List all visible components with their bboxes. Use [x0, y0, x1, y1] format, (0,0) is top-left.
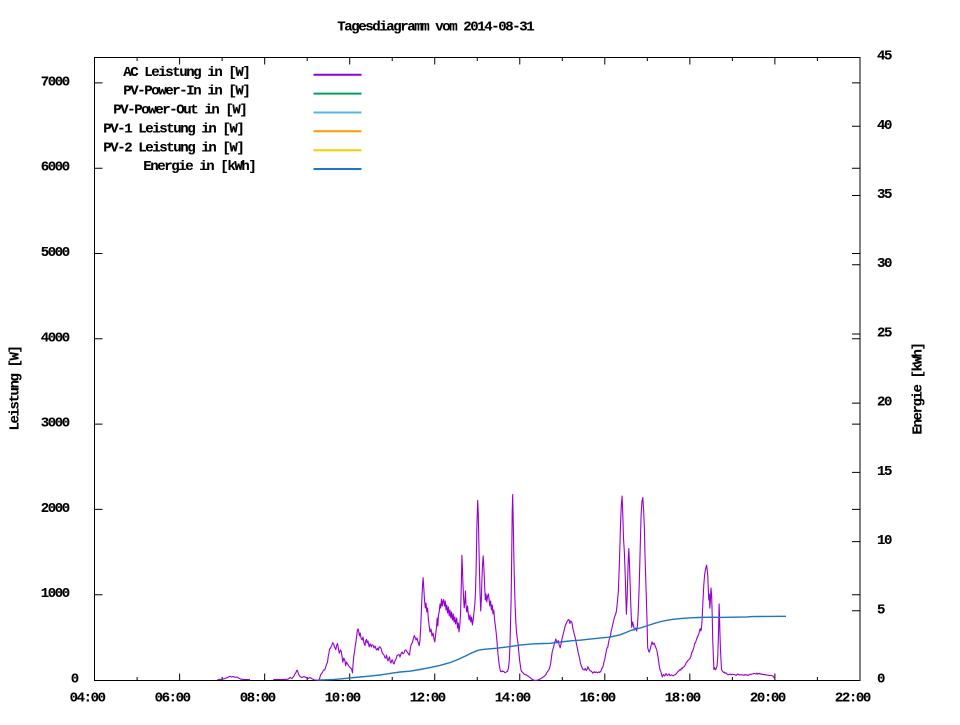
svg-text:18:00: 18:00: [665, 691, 701, 707]
svg-text:10: 10: [877, 533, 892, 549]
svg-text:5: 5: [877, 602, 885, 618]
svg-text:20:00: 20:00: [750, 691, 786, 707]
svg-text:Tagesdiagramm vom 2014-08-31: Tagesdiagramm vom 2014-08-31: [337, 20, 534, 36]
svg-text:25: 25: [877, 325, 892, 341]
svg-text:PV-Power-In in [W]: PV-Power-In in [W]: [123, 84, 249, 100]
svg-text:6000: 6000: [41, 160, 70, 176]
svg-text:7000: 7000: [41, 74, 70, 90]
svg-text:35: 35: [877, 187, 892, 203]
svg-text:PV-Power-Out in [W]: PV-Power-Out in [W]: [113, 103, 246, 119]
svg-text:AC Leistung in [W]: AC Leistung in [W]: [123, 65, 249, 81]
svg-text:22:00: 22:00: [835, 691, 871, 707]
svg-text:14:00: 14:00: [495, 691, 531, 707]
svg-text:Energie [kWh]: Energie [kWh]: [911, 343, 927, 434]
svg-text:06:00: 06:00: [155, 691, 191, 707]
svg-text:Energie in [kWh]: Energie in [kWh]: [143, 159, 255, 175]
svg-text:Leistung [W]: Leistung [W]: [8, 346, 24, 430]
svg-text:12:00: 12:00: [410, 691, 446, 707]
svg-text:3000: 3000: [41, 416, 70, 432]
svg-text:2000: 2000: [41, 501, 70, 517]
svg-text:PV-1 Leistung in [W]: PV-1 Leistung in [W]: [103, 121, 243, 137]
svg-text:5000: 5000: [41, 245, 70, 261]
svg-text:20: 20: [877, 395, 892, 411]
svg-text:0: 0: [71, 672, 79, 688]
svg-text:4000: 4000: [41, 330, 70, 346]
svg-text:40: 40: [877, 118, 892, 134]
svg-text:0: 0: [877, 672, 885, 688]
svg-text:08:00: 08:00: [240, 691, 276, 707]
svg-text:1000: 1000: [41, 586, 70, 602]
svg-text:10:00: 10:00: [325, 691, 361, 707]
svg-text:PV-2 Leistung in [W]: PV-2 Leistung in [W]: [103, 140, 243, 156]
svg-text:30: 30: [877, 256, 892, 272]
svg-text:15: 15: [877, 464, 892, 480]
svg-text:45: 45: [877, 49, 892, 65]
svg-text:16:00: 16:00: [580, 691, 616, 707]
svg-text:04:00: 04:00: [70, 691, 106, 707]
